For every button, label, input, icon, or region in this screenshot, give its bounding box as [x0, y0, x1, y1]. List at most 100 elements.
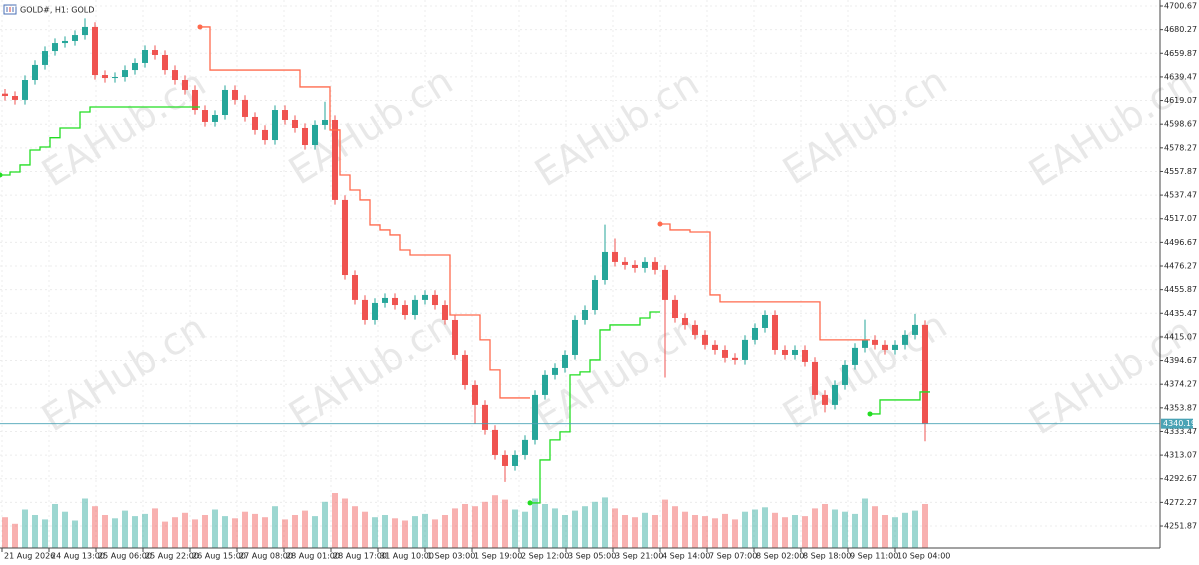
volume-bar [192, 519, 198, 548]
y-tick-label: 4455.87 [1164, 285, 1197, 294]
candle-body [22, 80, 28, 100]
volume-bar [432, 519, 438, 548]
volume-bar [762, 507, 768, 548]
candle-body [732, 357, 738, 360]
volume-bar [512, 509, 518, 548]
volume-bar [702, 516, 708, 548]
candle-body [852, 347, 858, 365]
candle-body [402, 305, 408, 315]
volume-bar [392, 518, 398, 548]
x-tick-label: 21 Aug 2026 [4, 552, 55, 561]
candle-body [792, 349, 798, 355]
x-tick-label: 24 Aug 13:00 [51, 552, 105, 561]
volume-bar [532, 498, 538, 548]
candle-body [302, 127, 308, 146]
y-tick-label: 4700.67 [1164, 2, 1197, 11]
volume-bar [442, 515, 448, 548]
y-tick-label: 4639.47 [1164, 72, 1197, 81]
candle-body [502, 454, 508, 466]
volume-bar [242, 511, 248, 548]
x-tick-label: 2 Sep 12:00 [521, 552, 569, 561]
y-tick-label: 4578.27 [1164, 143, 1197, 152]
candle-body [322, 119, 328, 125]
volume-bar [92, 506, 98, 548]
candle-body [462, 354, 468, 385]
candle-body [332, 119, 338, 200]
volume-bar [372, 517, 378, 548]
candle-body [822, 394, 828, 405]
chart-title: GOLD#, H1: GOLD [20, 6, 94, 15]
candle-body [172, 70, 178, 81]
volume-bar [2, 517, 8, 548]
candle-body [272, 110, 278, 141]
candle-body [282, 110, 288, 120]
volume-bar [492, 495, 498, 548]
x-tick-label: 7 Sep 07:00 [709, 552, 757, 561]
volume-bar [842, 511, 848, 548]
y-tick-label: 4680.27 [1164, 25, 1197, 34]
last-price-label: 4340.19 [1163, 419, 1196, 428]
candle-body [82, 26, 88, 36]
volume-bar [12, 523, 18, 548]
candle-body [62, 40, 68, 44]
volume-bar [892, 517, 898, 548]
x-tick-label: 1 Sep 03:00 [427, 552, 475, 561]
trend-line [0, 106, 930, 504]
volume-bar [82, 498, 88, 548]
volume-bar [582, 506, 588, 548]
candle-body [742, 339, 748, 360]
y-tick-label: 4292.67 [1164, 474, 1197, 483]
y-tick-label: 4517.07 [1164, 214, 1197, 223]
volume-bar [342, 498, 348, 548]
x-tick-label: 28 Aug 17:00 [333, 552, 387, 561]
volume-bar [162, 521, 168, 548]
volume-bar [752, 509, 758, 548]
y-tick-label: 4435.47 [1164, 309, 1197, 318]
candle-body [312, 124, 318, 146]
candle-body [552, 367, 558, 375]
y-tick-label: 4476.27 [1164, 262, 1197, 271]
volume-bar [362, 511, 368, 548]
volume-bar [542, 504, 548, 548]
volume-bar [922, 504, 928, 548]
candle-body [472, 384, 478, 405]
candle-body [582, 310, 588, 320]
candle-body [902, 334, 908, 345]
candle-body [202, 110, 208, 122]
candle-body [612, 251, 618, 262]
volume-bar [312, 516, 318, 548]
volume-bar [222, 516, 228, 548]
candle-body [52, 43, 58, 52]
volume-bar [412, 516, 418, 548]
volume-bar [682, 511, 688, 548]
volume-bar [792, 515, 798, 548]
volume-bar [402, 520, 408, 548]
volume-bar [912, 510, 918, 548]
x-tick-label: 25 Aug 06:00 [98, 552, 152, 561]
candle-body [922, 324, 928, 424]
x-tick-label: 28 Aug 01:00 [286, 552, 340, 561]
x-tick-label: 1 Sep 19:00 [474, 552, 522, 561]
candle-body [122, 70, 128, 77]
volume-bar [62, 511, 68, 548]
y-tick-label: 4251.87 [1164, 522, 1197, 531]
candle-body [642, 261, 648, 268]
volume-bar [102, 515, 108, 548]
candle-body [362, 299, 368, 320]
volume-bar [562, 515, 568, 548]
candle-body [762, 314, 768, 328]
volume-bar [462, 504, 468, 548]
volume-bar [332, 493, 338, 548]
x-tick-label: 9 Sep 11:00 [850, 552, 898, 561]
volume-bar [232, 518, 238, 548]
candle-body [692, 324, 698, 335]
candle-body [772, 314, 778, 350]
y-tick-label: 4557.87 [1164, 167, 1197, 176]
y-tick-label: 4313.07 [1164, 451, 1197, 460]
volume-bar [862, 498, 868, 548]
y-tick-label: 4496.67 [1164, 238, 1197, 247]
candle-body [342, 199, 348, 276]
candle-body [702, 334, 708, 345]
volume-bar [802, 516, 808, 548]
candle-body [912, 324, 918, 335]
